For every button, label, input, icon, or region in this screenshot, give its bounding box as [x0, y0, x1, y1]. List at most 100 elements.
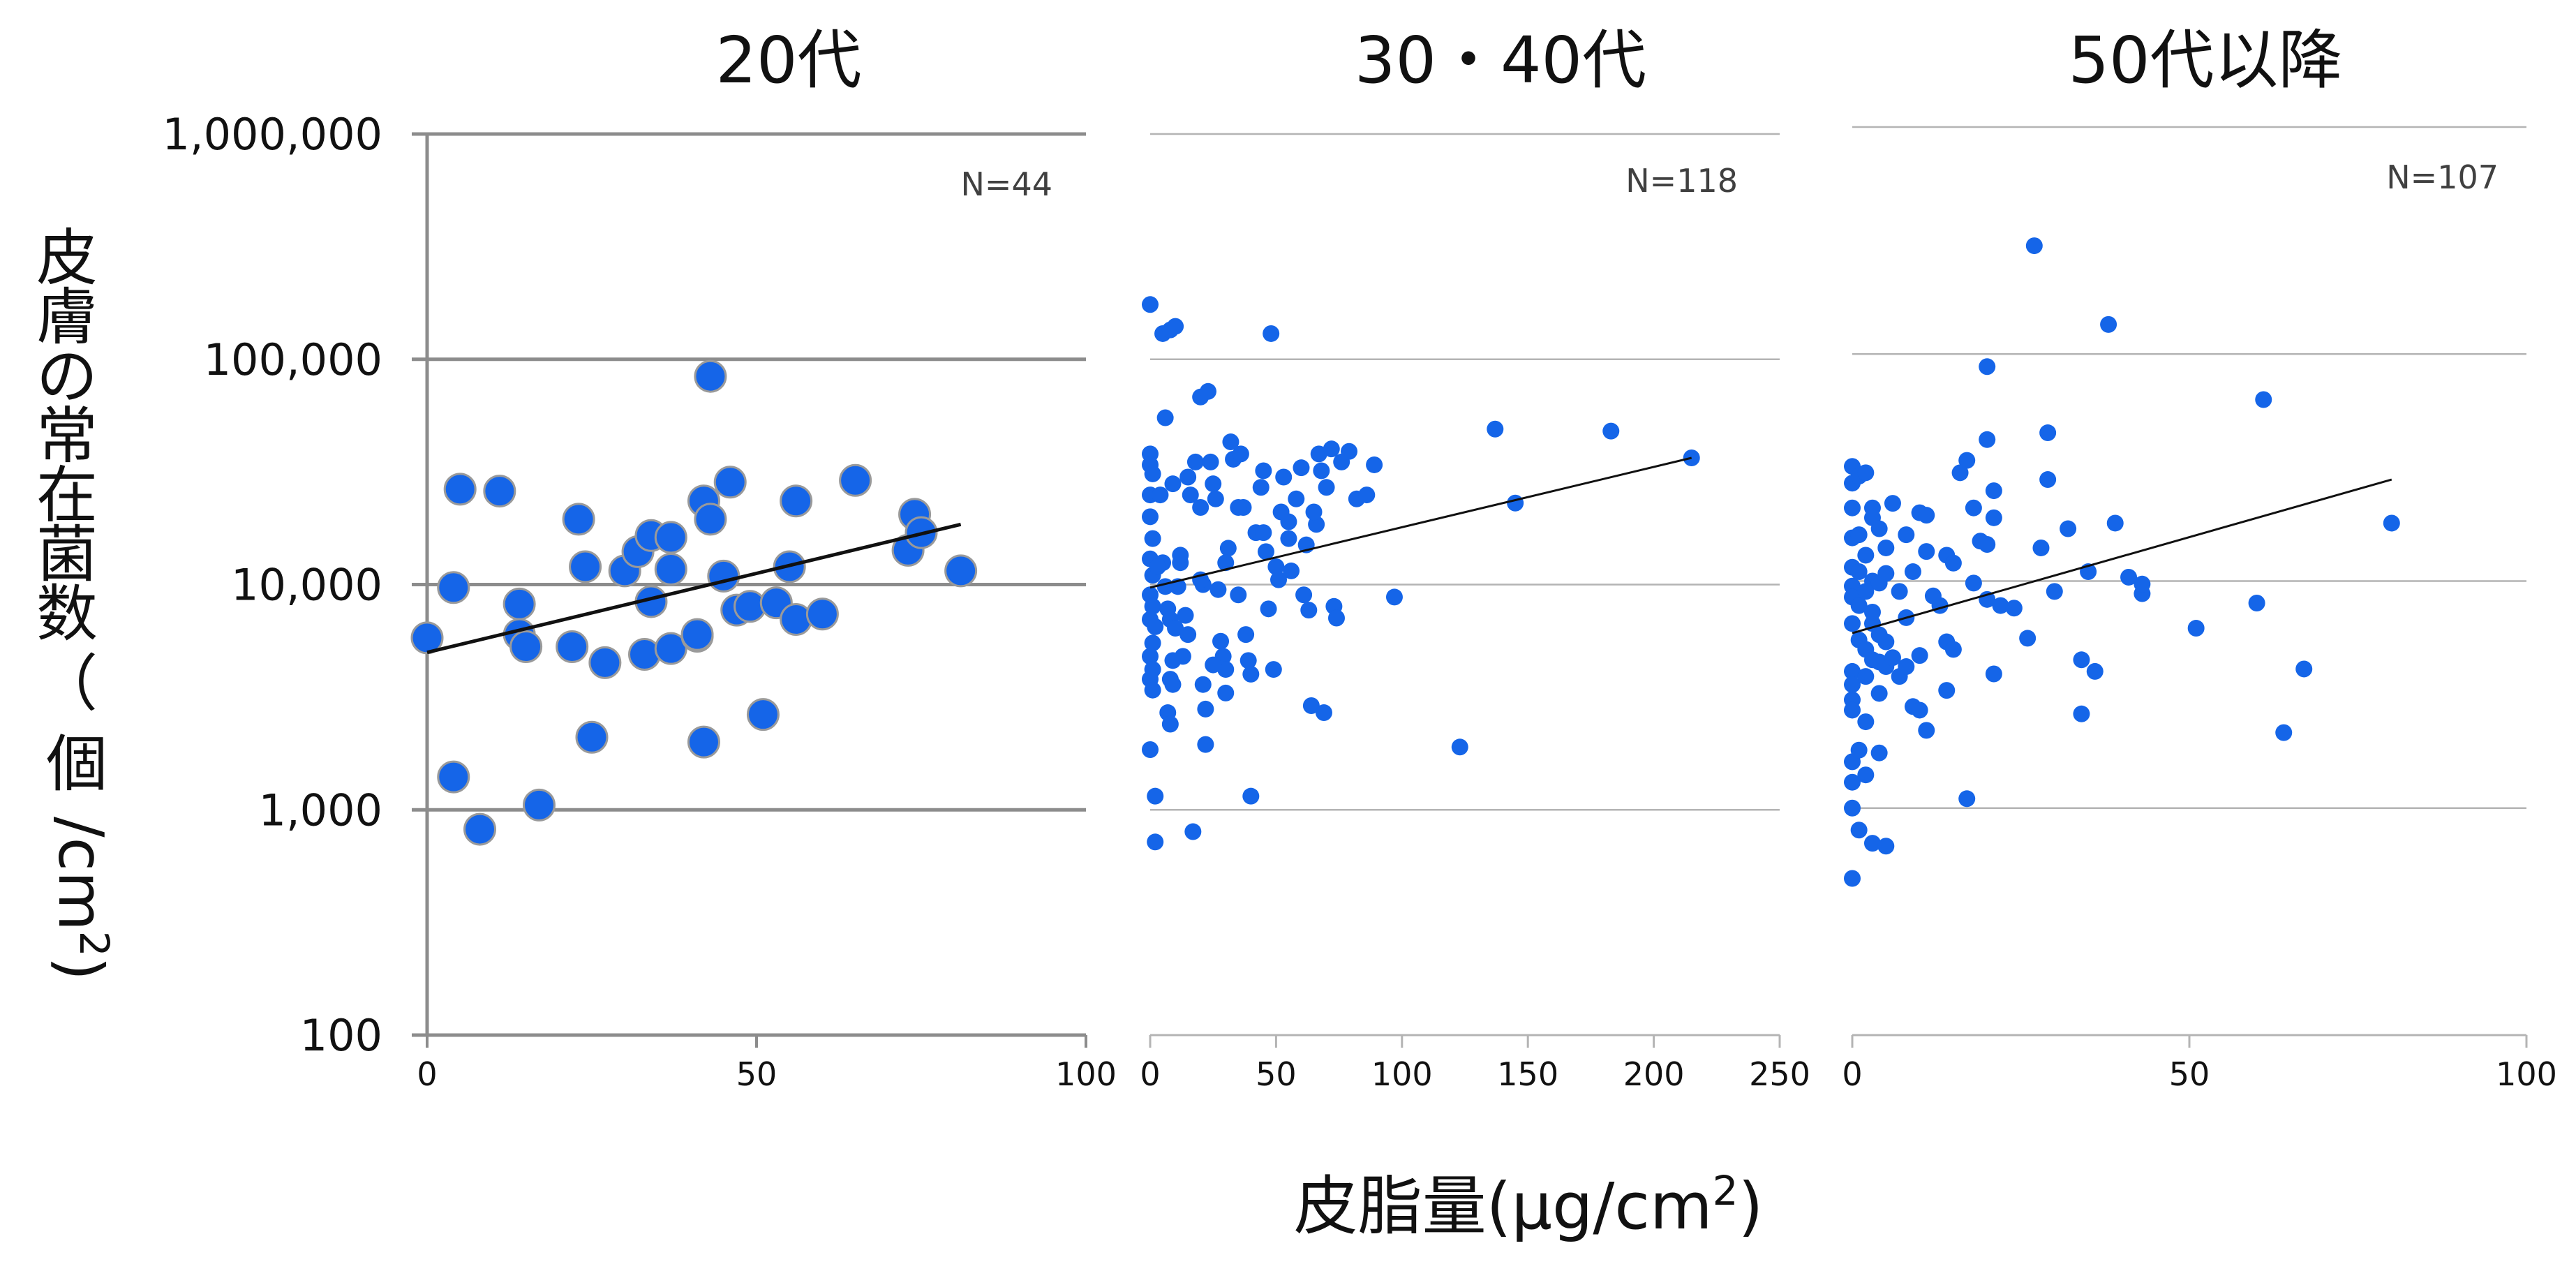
panel-title: 20代: [715, 23, 861, 98]
data-point: [1147, 618, 1164, 635]
data-point: [1172, 547, 1189, 564]
data-point: [1275, 468, 1293, 486]
data-point: [1863, 603, 1881, 621]
data-point: [1366, 456, 1383, 473]
data-point: [2100, 315, 2117, 333]
data-point: [2275, 724, 2293, 741]
data-point: [1944, 554, 1962, 572]
data-point: [1891, 583, 1908, 600]
data-point: [463, 812, 497, 846]
data-point: [2295, 660, 2313, 678]
data-point: [707, 559, 740, 593]
data-point: [1147, 787, 1164, 805]
data-point: [1323, 440, 1340, 458]
data-point: [1850, 526, 1868, 544]
data-point: [1844, 499, 1861, 517]
data-point: [680, 618, 714, 651]
y-tick-label: 1,000,000: [162, 109, 382, 160]
data-point: [1152, 486, 1169, 504]
x-axis-label-main: 皮脂量(μg/cm: [1294, 1169, 1713, 1244]
sample-size-label: N=118: [1625, 162, 1738, 200]
y-axis-label-char: 菌: [36, 519, 98, 590]
y-axis-label-char: の: [36, 341, 98, 413]
data-point: [944, 554, 978, 588]
data-point: [1144, 634, 1161, 652]
data-point: [1877, 838, 1895, 855]
sample-size-label: N=107: [2386, 158, 2499, 196]
data-point: [654, 552, 687, 586]
data-point: [1142, 508, 1159, 526]
data-point: [1295, 586, 1313, 604]
data-point: [1870, 520, 1888, 537]
data-point: [1197, 700, 1214, 718]
data-point: [575, 720, 609, 754]
data-point: [1844, 701, 1861, 719]
data-point: [1870, 685, 1888, 702]
y-axis-label-unit-text: /cm: [45, 817, 117, 931]
data-point: [1451, 738, 1468, 756]
data-point: [1944, 641, 1962, 658]
y-axis-label-char: 個: [46, 728, 107, 800]
x-tick-label: 150: [1497, 1055, 1558, 1093]
data-point: [1315, 704, 1332, 722]
data-point: [1280, 513, 1297, 530]
data-point: [1207, 490, 1224, 507]
chart-panels: 100 1,000 10,000 100,000 1,000,000 0 50 100 20代 N…: [162, 23, 2556, 1093]
data-point: [1857, 713, 1875, 731]
data-point: [1979, 536, 1996, 553]
data-point: [1230, 586, 1247, 604]
data-point: [569, 550, 602, 584]
data-point: [483, 475, 516, 508]
data-point: [2039, 424, 2057, 442]
data-point: [1239, 652, 1257, 669]
data-point: [2248, 595, 2265, 612]
data-point: [2039, 471, 2057, 489]
data-point: [1255, 524, 1272, 542]
y-axis-label-char: 数: [36, 578, 98, 650]
y-axis-label-char: （: [36, 648, 98, 720]
data-point: [1144, 597, 1161, 615]
data-point: [1904, 563, 1921, 581]
data-point: [1965, 499, 1982, 517]
data-point: [1857, 766, 1875, 784]
data-point: [1958, 452, 1976, 469]
data-point: [1979, 431, 1996, 448]
data-point: [1242, 665, 1260, 683]
data-point: [1308, 516, 1325, 533]
data-point: [1142, 296, 1159, 313]
y-tick-label: 1,000: [259, 785, 383, 835]
data-point: [1844, 799, 1861, 817]
data-point: [694, 503, 727, 536]
data-point: [1252, 479, 1270, 496]
data-point: [2025, 237, 2043, 255]
x-axis-label: 皮脂量(μg/cm2): [1294, 1167, 1764, 1244]
data-point: [1179, 468, 1197, 486]
data-point: [746, 698, 780, 731]
data-point: [1147, 833, 1164, 851]
data-point: [1205, 656, 1222, 674]
data-point: [1267, 558, 1285, 575]
y-axis-label-char: 膚: [36, 281, 98, 353]
data-point: [1283, 562, 1300, 579]
y-axis-label-char: 皮: [36, 222, 98, 294]
y-axis-label-unit-sup: 2: [70, 931, 118, 957]
data-point: [1144, 465, 1161, 482]
data-point: [443, 473, 477, 506]
data-point: [1202, 453, 1219, 470]
data-point: [1965, 574, 1982, 592]
data-point: [1924, 587, 1942, 604]
data-point: [1844, 773, 1861, 791]
data-point: [1305, 503, 1323, 521]
data-point: [1179, 626, 1197, 644]
data-point: [2383, 514, 2400, 532]
data-point: [1199, 382, 1216, 400]
data-point: [1156, 409, 1174, 426]
data-point: [522, 788, 556, 822]
data-point: [1857, 464, 1875, 482]
data-point: [556, 630, 589, 663]
data-point: [1951, 464, 1969, 482]
data-point: [437, 760, 470, 794]
data-point: [1186, 453, 1204, 470]
data-point: [1985, 665, 2002, 683]
data-point: [1507, 494, 1524, 512]
